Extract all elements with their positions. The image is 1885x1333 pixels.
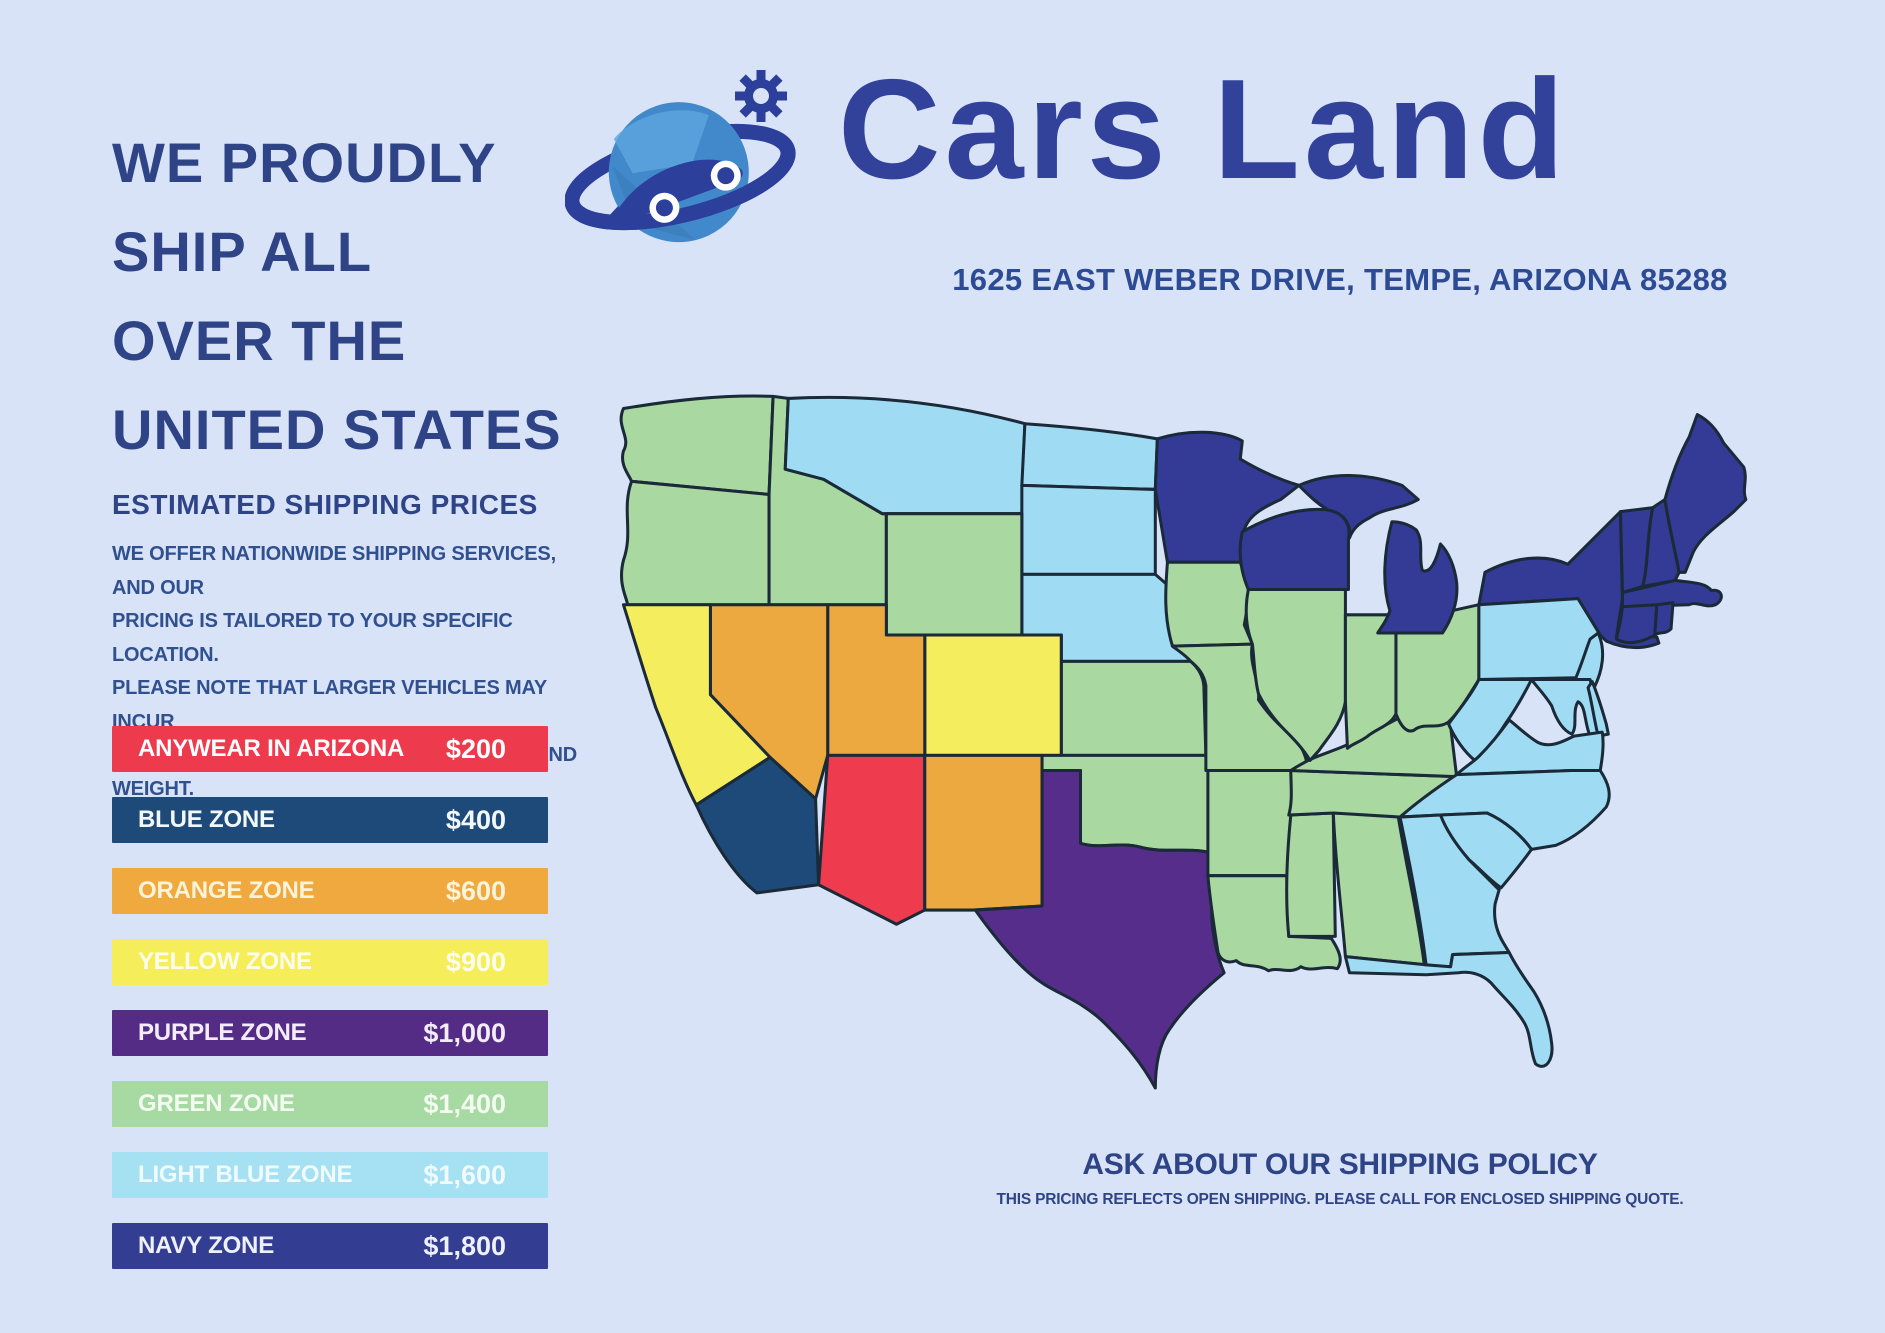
price-row-green-zone: GREEN ZONE $1,400	[112, 1081, 548, 1127]
state-ND	[1020, 422, 1159, 491]
zone-label: NAVY ZONE	[138, 1232, 275, 1259]
state-AZ	[817, 753, 927, 926]
state-IN	[1343, 613, 1398, 750]
zone-label: YELLOW ZONE	[138, 948, 312, 975]
zone-label: BLUE ZONE	[138, 806, 275, 833]
page-title: WE PROUDLY SHIP ALL OVER THE UNITED STAT…	[112, 118, 592, 474]
price-row-yellow-zone: YELLOW ZONE $900	[112, 939, 548, 985]
zone-price: $1,800	[423, 1230, 506, 1261]
footer-note: THIS PRICING REFLECTS OPEN SHIPPING. PLE…	[996, 1191, 1684, 1208]
state-OR	[620, 479, 771, 607]
state-WI	[1238, 507, 1351, 592]
price-row-purple-zone: PURPLE ZONE $1,000	[112, 1010, 548, 1056]
state-GA	[1398, 813, 1511, 969]
zone-price: $1,600	[423, 1159, 506, 1190]
zone-price: $900	[445, 946, 506, 977]
state-ME	[1663, 413, 1748, 574]
car-icon	[608, 159, 743, 223]
zone-label: LIGHT BLUE ZONE	[138, 1161, 353, 1188]
us-map	[619, 394, 1748, 1090]
us-shipping-zone-map	[583, 336, 1761, 1108]
zone-label: ORANGE ZONE	[138, 877, 315, 904]
section-subtitle: ESTIMATED SHIPPING PRICES	[112, 489, 538, 520]
state-MA	[1620, 578, 1723, 609]
state-CO	[923, 633, 1063, 757]
state-WA	[619, 394, 775, 497]
zone-label: ANYWEAR IN ARIZONA	[138, 735, 405, 762]
state-KS	[1059, 659, 1208, 757]
page-title-line: WE PROUDLY	[112, 131, 497, 194]
page-title-line: SHIP ALL	[112, 220, 373, 283]
price-row-arizona: ANYWEAR IN ARIZONA $200	[112, 726, 548, 772]
price-row-orange-zone: ORANGE ZONE $600	[112, 868, 548, 914]
state-MI	[1376, 520, 1459, 635]
zone-price: $600	[445, 875, 506, 906]
page-title-line: OVER THE	[112, 309, 407, 372]
zone-label: GREEN ZONE	[138, 1090, 295, 1117]
state-MS	[1285, 811, 1337, 938]
price-row-blue-zone: BLUE ZONE $400	[112, 797, 548, 843]
state-CT	[1614, 603, 1659, 645]
planet-highlight	[613, 110, 709, 174]
zone-label: PURPLE ZONE	[138, 1019, 307, 1046]
state-IA	[1164, 560, 1254, 648]
shipping-price-list: ANYWEAR IN ARIZONA $200 BLUE ZONE $400 O…	[112, 726, 548, 1294]
state-NC	[1398, 769, 1611, 851]
state-IL	[1244, 588, 1347, 762]
state-TX	[973, 769, 1226, 1090]
zone-price: $400	[445, 804, 506, 835]
state-FL	[1343, 951, 1554, 1068]
footer-title: ASK ABOUT OUR SHIPPING POLICY	[1082, 1148, 1598, 1181]
state-MN	[1153, 430, 1301, 564]
intro-line: WE OFFER NATIONWIDE SHIPPING SERVICES, A…	[112, 543, 556, 599]
state-RI	[1653, 601, 1675, 637]
zone-price: $200	[445, 733, 506, 764]
zone-price: $1,400	[423, 1088, 506, 1119]
zone-price: $1,000	[423, 1017, 506, 1048]
state-WY	[884, 512, 1024, 637]
gear-icon	[735, 70, 787, 122]
brand-address: 1625 EAST WEBER DRIVE, TEMPE, ARIZONA 85…	[952, 262, 1728, 297]
price-row-navy-zone: NAVY ZONE $1,800	[112, 1223, 548, 1269]
brand-logo	[565, 62, 800, 272]
state-VA	[1455, 718, 1605, 777]
state-NM	[923, 753, 1044, 912]
state-SD	[1020, 483, 1157, 576]
intro-line: PRICING IS TAILORED TO YOUR SPECIFIC LOC…	[112, 610, 513, 666]
planet-car-logo-icon	[565, 70, 796, 243]
brand-name: Cars Land	[838, 50, 1569, 209]
page-title-line: UNITED STATES	[112, 398, 562, 461]
price-row-light-blue-zone: LIGHT BLUE ZONE $1,600	[112, 1152, 548, 1198]
state-LA	[1206, 874, 1342, 973]
planet-ring-front	[565, 148, 796, 231]
